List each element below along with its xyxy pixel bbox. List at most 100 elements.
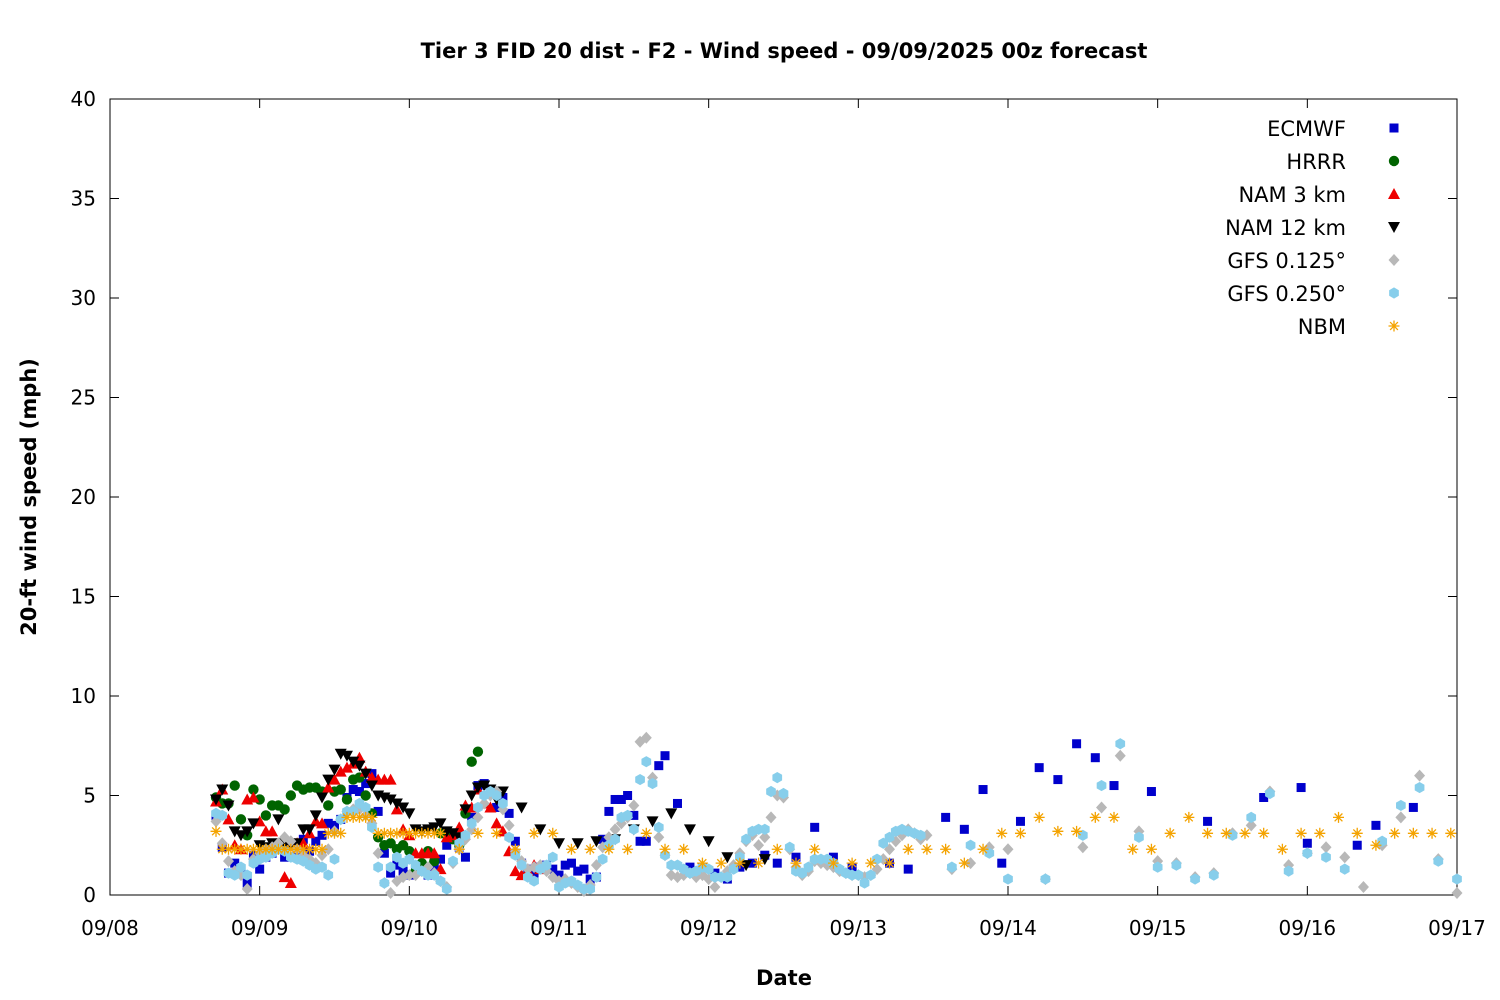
data-point bbox=[1246, 811, 1257, 823]
data-point bbox=[291, 843, 303, 855]
data-point bbox=[771, 843, 783, 855]
data-point bbox=[329, 827, 340, 839]
data-point bbox=[311, 836, 321, 846]
data-point bbox=[254, 843, 266, 855]
data-point bbox=[678, 843, 690, 855]
data-point bbox=[1171, 859, 1182, 871]
data-point bbox=[335, 813, 346, 825]
data-point bbox=[335, 827, 347, 839]
data-point bbox=[498, 797, 508, 810]
data-point bbox=[772, 858, 782, 868]
data-point bbox=[303, 824, 316, 836]
data-point bbox=[241, 843, 253, 855]
data-point bbox=[610, 794, 620, 804]
data-point bbox=[1283, 865, 1294, 877]
series-gfs-0-250 bbox=[211, 738, 1462, 895]
data-point bbox=[1259, 792, 1269, 802]
x-tick-label: 09/11 bbox=[530, 916, 588, 940]
y-tick-label: 40 bbox=[71, 87, 96, 111]
data-point bbox=[590, 836, 603, 848]
data-point bbox=[360, 801, 371, 814]
data-point bbox=[997, 858, 1007, 868]
data-point bbox=[241, 883, 253, 896]
data-point bbox=[616, 794, 626, 804]
data-point bbox=[385, 827, 397, 839]
data-point bbox=[1321, 851, 1331, 863]
data-point bbox=[784, 841, 795, 853]
data-point bbox=[759, 831, 771, 844]
series-nbm bbox=[210, 811, 1457, 869]
data-point bbox=[504, 808, 514, 818]
data-point bbox=[1145, 843, 1157, 855]
data-point bbox=[341, 794, 353, 805]
data-point bbox=[1040, 873, 1051, 885]
data-point bbox=[378, 827, 390, 839]
data-point bbox=[810, 822, 820, 832]
data-point bbox=[647, 777, 658, 790]
data-point bbox=[872, 853, 882, 865]
data-point bbox=[340, 750, 353, 762]
data-point bbox=[958, 857, 970, 869]
data-point bbox=[278, 871, 291, 883]
data-point bbox=[827, 857, 839, 869]
data-point bbox=[478, 780, 491, 792]
data-point bbox=[547, 827, 559, 839]
data-point bbox=[610, 833, 620, 845]
data-point bbox=[1096, 779, 1107, 792]
data-point bbox=[1377, 835, 1388, 847]
y-tick-label: 35 bbox=[71, 187, 96, 211]
data-point bbox=[622, 809, 633, 821]
y-tick-label: 5 bbox=[83, 784, 96, 808]
data-point bbox=[310, 843, 322, 855]
data-point bbox=[435, 827, 447, 839]
data-point bbox=[659, 843, 671, 855]
data-point bbox=[248, 784, 259, 795]
data-point bbox=[1227, 829, 1238, 841]
y-tick-label: 30 bbox=[71, 286, 96, 310]
data-point bbox=[491, 789, 502, 802]
data-point bbox=[1414, 781, 1425, 794]
data-point bbox=[1072, 739, 1082, 749]
data-point bbox=[573, 866, 583, 876]
data-point bbox=[765, 811, 777, 824]
data-point bbox=[734, 857, 746, 869]
data-point bbox=[323, 818, 333, 828]
data-point bbox=[1127, 843, 1139, 855]
data-point bbox=[386, 868, 396, 878]
data-point bbox=[229, 780, 240, 791]
data-point bbox=[241, 826, 254, 838]
data-point bbox=[702, 836, 715, 848]
y-tick-label: 10 bbox=[71, 684, 96, 708]
data-point bbox=[859, 877, 870, 889]
data-point bbox=[403, 869, 415, 882]
x-tick-label: 09/14 bbox=[979, 916, 1037, 940]
data-point bbox=[683, 824, 696, 836]
data-point bbox=[359, 768, 372, 780]
data-point bbox=[436, 854, 446, 864]
x-tick-label: 09/10 bbox=[381, 916, 439, 940]
data-point bbox=[236, 861, 246, 873]
data-point bbox=[1115, 738, 1126, 750]
data-point bbox=[1351, 827, 1363, 839]
data-point bbox=[279, 843, 291, 855]
legend-label: NBM bbox=[1298, 315, 1346, 339]
data-point bbox=[902, 843, 914, 855]
data-point bbox=[372, 847, 384, 860]
data-point bbox=[759, 823, 770, 835]
data-point bbox=[665, 808, 678, 820]
data-point bbox=[1302, 847, 1313, 859]
data-point bbox=[1190, 873, 1200, 885]
data-point bbox=[747, 858, 757, 868]
data-point bbox=[1339, 851, 1351, 864]
data-point bbox=[609, 823, 621, 836]
data-point bbox=[397, 802, 410, 814]
data-point bbox=[459, 804, 472, 816]
data-point bbox=[365, 780, 378, 792]
data-point bbox=[1108, 811, 1120, 823]
data-point bbox=[865, 857, 877, 869]
data-point bbox=[347, 811, 359, 823]
data-point bbox=[341, 811, 353, 823]
data-point bbox=[309, 810, 322, 822]
data-point bbox=[1077, 841, 1089, 854]
